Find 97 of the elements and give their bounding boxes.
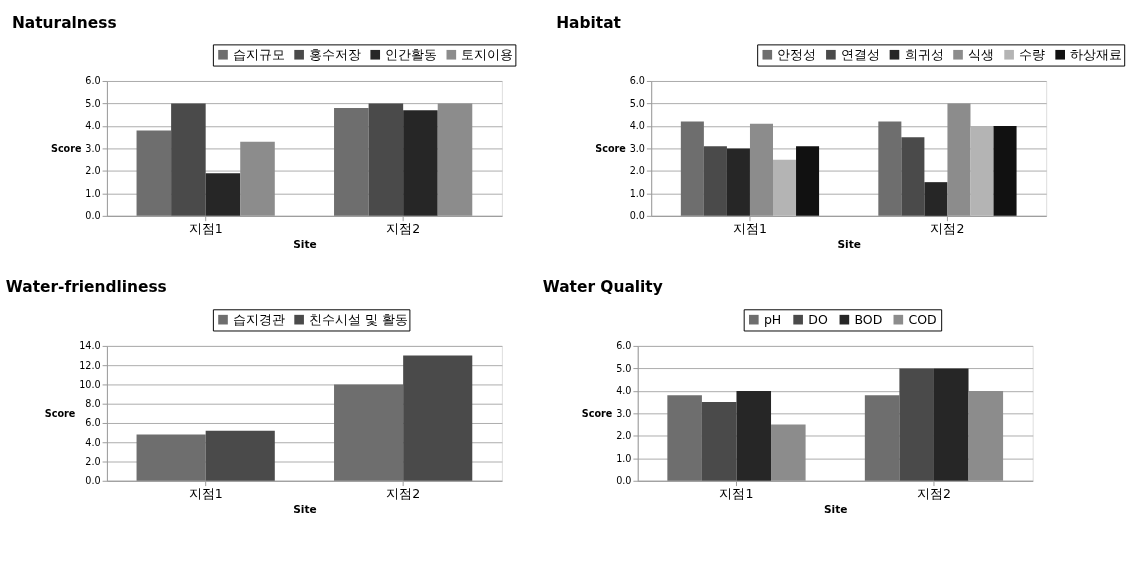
y-tick-label: 5.0 xyxy=(85,97,101,109)
bar xyxy=(334,384,404,481)
legend-label: 희귀성 xyxy=(904,46,944,62)
bar xyxy=(680,121,704,216)
y-tick-label: 6.0 xyxy=(85,417,101,429)
chart-title: Habitat xyxy=(556,13,622,32)
bar xyxy=(736,390,772,481)
bar xyxy=(933,368,969,481)
legend-label: 홍수저장 xyxy=(309,46,362,62)
y-tick-label: 8.0 xyxy=(85,398,101,410)
x-axis-title: Site xyxy=(293,238,317,251)
bar xyxy=(899,368,934,481)
y-tick-label: 2.0 xyxy=(616,430,632,442)
chart-title: Naturalness xyxy=(11,13,117,32)
bar xyxy=(205,430,275,481)
y-tick-label: 4.0 xyxy=(85,436,101,448)
bar xyxy=(368,103,404,216)
bar xyxy=(796,146,820,216)
y-tick-label: 2.0 xyxy=(85,165,101,177)
bar xyxy=(864,395,900,481)
chart-title: Water-friendliness xyxy=(5,278,167,297)
bar xyxy=(334,107,369,216)
y-tick-label: 10.0 xyxy=(79,378,101,390)
legend-label: 토지이용 xyxy=(461,46,514,62)
legend-label: DO xyxy=(808,311,828,327)
bar xyxy=(773,159,797,216)
y-tick-label: 5.0 xyxy=(629,97,645,109)
y-tick-label: 4.0 xyxy=(616,385,632,397)
bar xyxy=(970,125,994,216)
x-tick-label: 지점2 xyxy=(386,485,421,501)
bar xyxy=(171,103,206,216)
bar xyxy=(878,121,902,216)
y-axis-title: Score xyxy=(595,142,627,154)
y-tick-label: 2.0 xyxy=(629,165,645,177)
y-tick-label: 2.0 xyxy=(85,455,101,467)
bar xyxy=(749,123,773,216)
bar xyxy=(437,103,473,216)
bar xyxy=(901,137,925,216)
y-tick-label: 12.0 xyxy=(79,359,101,371)
legend-label: 수량 xyxy=(1019,46,1046,62)
x-axis-title: Site xyxy=(293,503,317,516)
bar xyxy=(403,355,473,481)
legend-label: COD xyxy=(908,311,937,327)
x-tick-label: 지점1 xyxy=(719,485,754,501)
bar xyxy=(136,130,172,216)
legend-label: 안정성 xyxy=(777,46,817,62)
y-axis-title: Score xyxy=(50,142,82,154)
legend-label: 인간활동 xyxy=(385,46,438,62)
y-tick-label: 4.0 xyxy=(85,120,101,132)
y-tick-label: 3.0 xyxy=(629,142,645,154)
chart-title: Water Quality xyxy=(542,278,663,297)
x-tick-label: 지점1 xyxy=(732,220,767,236)
x-axis-title: Site xyxy=(823,503,848,516)
y-tick-label: 1.0 xyxy=(85,187,101,199)
x-tick-label: 지점2 xyxy=(916,485,951,501)
y-tick-label: 0.0 xyxy=(85,210,101,222)
y-tick-label: 6.0 xyxy=(629,75,645,87)
bar xyxy=(703,146,727,216)
legend-label: 습지경관 xyxy=(233,311,286,327)
y-tick-label: 1.0 xyxy=(616,452,632,464)
x-tick-label: 지점1 xyxy=(188,485,223,501)
legend-label: 습지규모 xyxy=(233,46,286,62)
legend-label: pH xyxy=(763,311,782,327)
bar xyxy=(205,173,241,216)
y-tick-label: 5.0 xyxy=(616,362,632,374)
bar xyxy=(136,434,206,481)
bar xyxy=(403,110,438,216)
legend-label: 하상재료 xyxy=(1070,46,1123,62)
bar xyxy=(924,182,948,216)
bar xyxy=(771,424,806,481)
y-tick-label: 4.0 xyxy=(629,120,645,132)
bar xyxy=(968,390,1004,481)
legend-label: 연결성 xyxy=(841,46,880,62)
bar xyxy=(240,141,275,216)
y-tick-label: 14.0 xyxy=(79,340,101,352)
y-tick-label: 3.0 xyxy=(85,142,101,154)
legend-label: BOD xyxy=(854,311,883,327)
bar xyxy=(726,148,750,216)
y-tick-label: 0.0 xyxy=(629,210,645,222)
y-axis-title: Score xyxy=(44,407,76,419)
y-tick-label: 6.0 xyxy=(616,340,632,352)
x-tick-label: 지점2 xyxy=(386,220,421,236)
legend-label: 식생 xyxy=(968,46,995,62)
bar xyxy=(701,402,737,481)
y-tick-label: 0.0 xyxy=(616,475,632,487)
x-tick-label: 지점1 xyxy=(188,220,223,236)
y-tick-label: 1.0 xyxy=(629,187,645,199)
bar xyxy=(667,395,702,481)
legend-label: 친수시설 및 활동 xyxy=(309,311,409,327)
x-tick-label: 지점2 xyxy=(930,220,965,236)
x-axis-title: Site xyxy=(837,238,861,251)
bar xyxy=(993,125,1017,216)
y-tick-label: 0.0 xyxy=(85,475,101,487)
bar xyxy=(947,103,971,216)
y-axis-title: Score xyxy=(581,407,613,419)
y-tick-label: 3.0 xyxy=(616,407,632,419)
y-tick-label: 6.0 xyxy=(85,75,101,87)
